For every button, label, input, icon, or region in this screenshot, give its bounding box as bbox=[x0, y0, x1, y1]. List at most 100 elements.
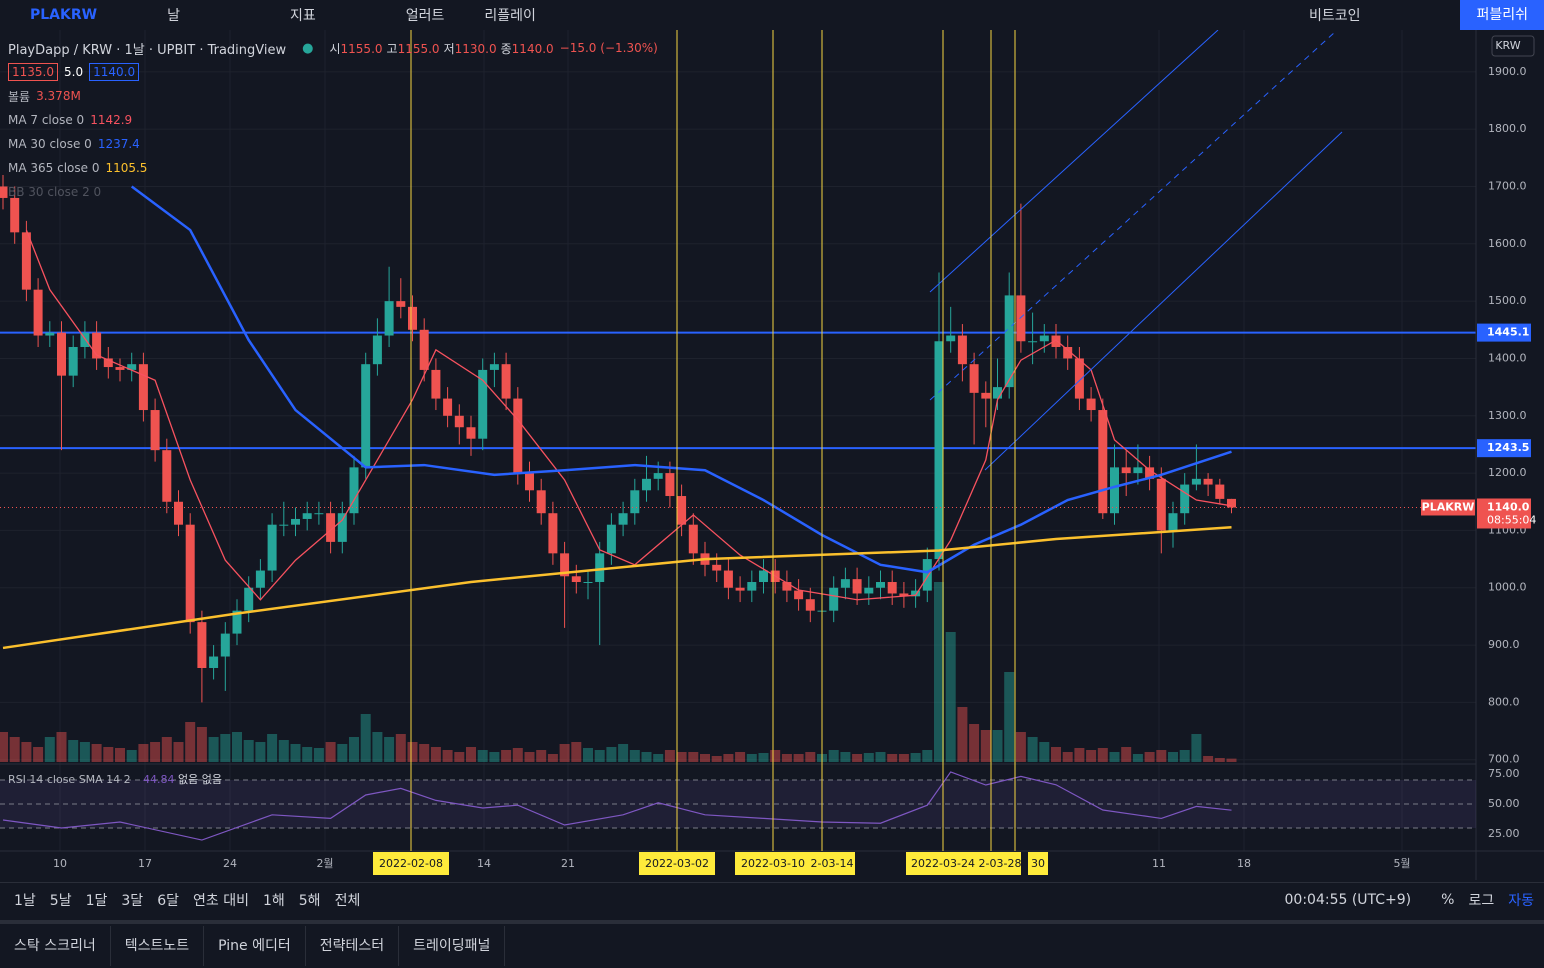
volume-bar bbox=[126, 750, 137, 762]
candle-body bbox=[244, 587, 254, 611]
volume-bar bbox=[910, 753, 921, 762]
candle-body bbox=[279, 524, 289, 526]
volume-bar bbox=[430, 747, 441, 762]
candle-body bbox=[10, 197, 20, 233]
candle-body bbox=[571, 576, 581, 583]
candle-body bbox=[595, 553, 605, 583]
candle-body bbox=[1121, 467, 1131, 474]
percent[interactable]: % bbox=[1441, 892, 1455, 908]
alert[interactable]: 얼러트 bbox=[405, 8, 445, 24]
candle-body bbox=[419, 329, 429, 370]
log[interactable]: 로그 bbox=[1468, 893, 1495, 909]
rsi-label: RSI 14 close SMA 14 2 bbox=[8, 773, 131, 786]
tab[interactable]: 스탁 스크리너 bbox=[0, 926, 111, 966]
tab[interactable]: 트레이딩패널 bbox=[399, 926, 506, 966]
ma-legend-row: MA 30 close 0 1237.4 bbox=[8, 132, 658, 156]
ohlc-key: 고 bbox=[386, 41, 398, 56]
candle-body bbox=[946, 335, 956, 342]
volume-bar bbox=[442, 750, 453, 762]
candle-body bbox=[1051, 335, 1061, 347]
y-tick-label: 1200.0 bbox=[1488, 466, 1527, 479]
event-label: 2022-03-10 bbox=[741, 857, 805, 870]
publish-button[interactable]: 퍼블리쉬 bbox=[1460, 0, 1544, 30]
volume-bar bbox=[1226, 758, 1237, 762]
ohlc-key: 저 bbox=[443, 41, 455, 56]
ma-line bbox=[25, 229, 1232, 601]
currency-box[interactable] bbox=[1491, 35, 1535, 57]
candle-body bbox=[372, 335, 382, 365]
candle-body bbox=[887, 582, 897, 594]
volume-bar bbox=[1074, 748, 1085, 762]
rsi-tick-label: 75.00 bbox=[1488, 767, 1520, 780]
event-tag bbox=[979, 852, 1021, 875]
event-label: 2022-02-08 bbox=[379, 857, 443, 870]
candle-body bbox=[688, 524, 698, 554]
volume-bar bbox=[243, 740, 254, 762]
volume-bar bbox=[957, 707, 968, 762]
indicators[interactable]: 지표 bbox=[289, 8, 316, 24]
volume-bar bbox=[852, 754, 863, 762]
range-button[interactable]: 1날 bbox=[14, 893, 36, 909]
volume-bar bbox=[770, 750, 781, 762]
y-tick-label: 1500.0 bbox=[1488, 294, 1527, 307]
volume-bar bbox=[79, 742, 90, 762]
volume-bar bbox=[477, 750, 488, 762]
candle-body bbox=[127, 364, 137, 370]
main-pane bbox=[0, 175, 1476, 762]
candle-body bbox=[220, 633, 230, 657]
y-tick-label: 1700.0 bbox=[1488, 179, 1527, 192]
range-button[interactable]: 5해 bbox=[298, 893, 321, 909]
range-button[interactable]: 1해 bbox=[262, 893, 285, 909]
event-tag bbox=[735, 852, 811, 875]
volume-bar bbox=[372, 732, 383, 762]
tab[interactable]: 전략테스터 bbox=[306, 926, 400, 966]
change: −15.0 (−1.30%) bbox=[559, 41, 658, 55]
candle-body bbox=[911, 590, 921, 597]
volume-bar bbox=[583, 748, 593, 762]
replay[interactable]: 리플레이 bbox=[484, 8, 536, 24]
tab[interactable]: Pine 에디터 bbox=[204, 926, 306, 966]
hline-label: 1243.5 bbox=[1487, 441, 1529, 454]
ma-legend: MA 7 close 0 1142.9 MA 30 close 0 1237.4 MA … bbox=[8, 108, 658, 180]
candle-body bbox=[57, 332, 66, 376]
x-tick-label: 5월 bbox=[1393, 857, 1410, 870]
y-tick-label: 1000.0 bbox=[1488, 581, 1527, 594]
ohlc: 시1155.0 고1155.0 저1130.0 종1140.0 bbox=[325, 40, 553, 57]
volume-bar bbox=[875, 752, 886, 762]
volume-bar bbox=[887, 754, 898, 762]
layout[interactable]: 비트코인 bbox=[1308, 8, 1361, 24]
event-label: 2022-03-02 bbox=[645, 857, 709, 870]
candle-body bbox=[1039, 335, 1049, 342]
range-button[interactable]: 6달 bbox=[157, 893, 179, 909]
volume-bar bbox=[1062, 752, 1073, 762]
volume-bar bbox=[33, 747, 44, 762]
auto[interactable]: 자동 bbox=[1508, 893, 1534, 909]
volume-bar bbox=[9, 737, 20, 762]
candle-body bbox=[805, 599, 815, 611]
volume-bar bbox=[395, 734, 406, 762]
candle-body bbox=[361, 364, 371, 468]
range-button[interactable]: 전체 bbox=[334, 893, 361, 909]
spread: 5.0 bbox=[64, 65, 84, 79]
y-tick-label: 1400.0 bbox=[1488, 351, 1527, 364]
volume-bar bbox=[547, 754, 558, 762]
volume-bar bbox=[700, 754, 710, 762]
range-button[interactable]: 3달 bbox=[121, 893, 144, 909]
range-button[interactable]: 1달 bbox=[85, 893, 108, 909]
candle-body bbox=[103, 358, 113, 368]
candle-body bbox=[1074, 358, 1084, 399]
volume-bar bbox=[1097, 748, 1108, 762]
volume-bar bbox=[196, 727, 207, 762]
symbol[interactable]: PLAKRW bbox=[30, 7, 98, 23]
bid[interactable]: 1135.0 bbox=[8, 63, 58, 81]
interval[interactable]: 날 bbox=[167, 8, 180, 24]
candle-body bbox=[1063, 346, 1073, 359]
range-button[interactable]: 연초 대비 bbox=[192, 893, 249, 909]
tab[interactable]: 텍스트노트 bbox=[111, 926, 205, 966]
legend-title-row: PlayDapp / KRW · 1날 · UPBIT · TradingVie… bbox=[8, 36, 658, 60]
candle-body bbox=[1110, 467, 1119, 514]
candle-body bbox=[735, 587, 745, 591]
range-button[interactable]: 5날 bbox=[49, 893, 72, 909]
ask[interactable]: 1140.0 bbox=[89, 63, 140, 81]
volume-bar bbox=[723, 754, 734, 762]
